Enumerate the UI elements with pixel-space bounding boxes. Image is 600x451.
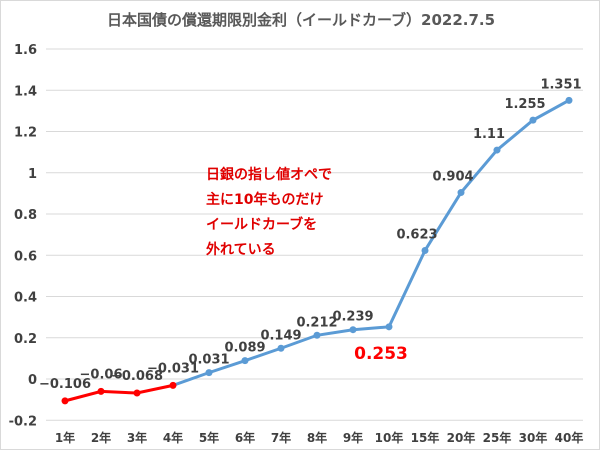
x-tick-label: 15年 bbox=[411, 430, 440, 445]
x-tick-label: 10年 bbox=[375, 430, 404, 445]
data-point bbox=[205, 369, 213, 377]
chart-title: 日本国債の償還期限別金利（イールドカーブ）2022.7.5 bbox=[106, 11, 496, 29]
data-label: −0.068 bbox=[111, 369, 163, 384]
data-point bbox=[313, 331, 321, 339]
y-tick-label: 0.6 bbox=[14, 249, 37, 264]
data-label: 0.623 bbox=[396, 228, 437, 243]
data-label: −0.031 bbox=[147, 361, 199, 376]
x-tick-label: 4年 bbox=[163, 430, 183, 445]
y-tick-label: 1 bbox=[28, 167, 37, 182]
y-tick-label: 0.2 bbox=[14, 332, 37, 347]
x-tick-label: 5年 bbox=[199, 430, 219, 445]
data-label: 1.255 bbox=[504, 97, 545, 112]
data-point bbox=[169, 381, 177, 389]
data-label: 1.351 bbox=[540, 77, 581, 92]
x-tick-label: 30年 bbox=[519, 430, 548, 445]
annotation-text: 日銀の指し値オペで 主に10年ものだけ イールドカーブを 外れている bbox=[206, 167, 332, 258]
data-point bbox=[493, 146, 501, 154]
y-tick-label: -0.2 bbox=[9, 414, 37, 429]
data-label: 0.089 bbox=[224, 341, 265, 356]
y-tick-label: 1.2 bbox=[14, 126, 37, 141]
y-tick-label: 1.6 bbox=[14, 43, 37, 58]
x-tick-label: 40年 bbox=[555, 430, 584, 445]
data-point bbox=[97, 387, 105, 395]
x-tick-label: 9年 bbox=[343, 430, 363, 445]
data-label: 0.149 bbox=[260, 328, 301, 343]
y-tick-label: 0.8 bbox=[14, 208, 37, 223]
x-tick-label: 1年 bbox=[55, 430, 75, 445]
x-tick-label: 6年 bbox=[235, 430, 255, 445]
data-label: 0.904 bbox=[432, 170, 473, 185]
y-tick-label: 1.4 bbox=[14, 84, 37, 99]
data-point bbox=[61, 397, 69, 405]
data-point bbox=[565, 96, 573, 104]
x-tick-label: 3年 bbox=[127, 430, 147, 445]
data-label: −0.06 bbox=[80, 367, 123, 382]
data-label: 0.031 bbox=[188, 353, 229, 368]
data-point bbox=[241, 357, 249, 365]
data-label: 0.239 bbox=[332, 310, 373, 325]
x-tick-label: 2年 bbox=[91, 430, 111, 445]
data-point bbox=[385, 323, 393, 331]
x-tick-label: 20年 bbox=[447, 430, 476, 445]
x-tick-label: 7年 bbox=[271, 430, 291, 445]
data-point bbox=[277, 344, 285, 352]
data-label: 1.11 bbox=[473, 127, 505, 142]
y-tick-label: 0 bbox=[28, 373, 37, 388]
series-line-highlight bbox=[64, 383, 174, 403]
x-tick-label: 25年 bbox=[483, 430, 512, 445]
data-point bbox=[529, 116, 537, 124]
data-label: 0.212 bbox=[296, 315, 337, 330]
x-tick-label: 8年 bbox=[307, 430, 327, 445]
data-label: −0.106 bbox=[39, 377, 91, 392]
data-point bbox=[421, 247, 429, 255]
data-point bbox=[457, 189, 465, 197]
series-line-main bbox=[172, 99, 570, 387]
data-label: 0.253 bbox=[354, 344, 408, 364]
data-point bbox=[133, 389, 141, 397]
data-point bbox=[349, 326, 357, 334]
y-tick-label: 0.4 bbox=[14, 291, 37, 306]
